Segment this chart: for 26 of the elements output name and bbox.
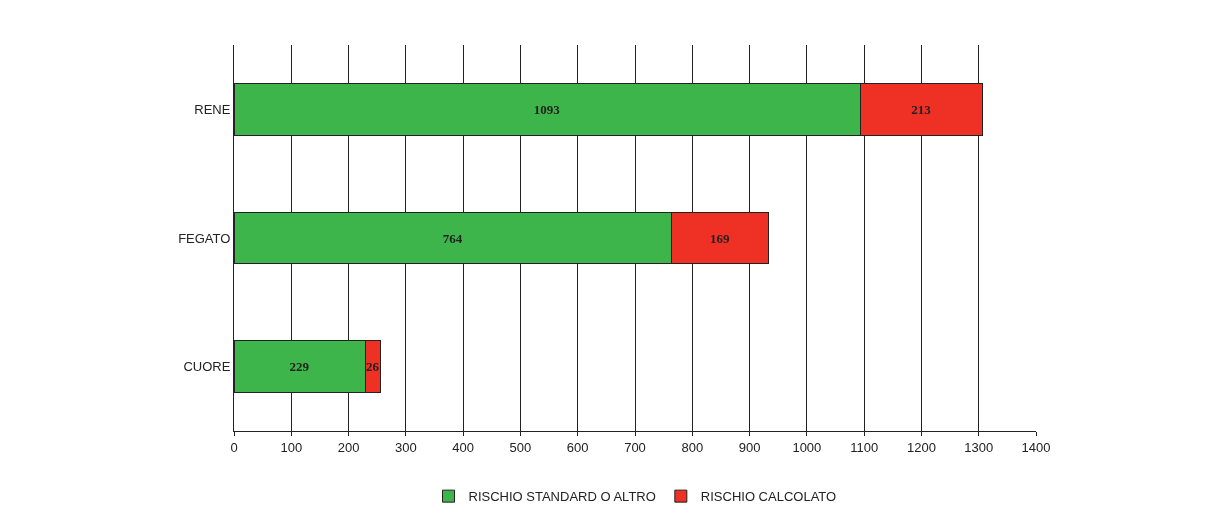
legend-label: RISCHIO CALCOLATO [700,489,837,505]
x-tick-label: 400 [452,439,474,455]
data-label: 229 [289,359,310,375]
x-tick-label: 600 [566,439,589,455]
x-tick-label: 500 [509,439,532,455]
x-tick-label: 200 [337,439,360,455]
data-label: 764 [442,230,463,246]
y-tick-label: RENE [194,101,231,117]
x-tick-label: 100 [280,439,303,455]
legend-label: RISCHIO STANDARD O ALTRO [468,489,656,505]
y-tick-label: FEGATO [178,230,231,246]
x-tick-label: 1200 [906,439,936,455]
x-tick-label: 700 [624,439,646,455]
data-label: 213 [911,101,932,117]
data-label: 1093 [533,101,561,117]
x-tick-label: 1000 [792,439,822,455]
x-tick-label: 1100 [850,439,879,455]
data-label: 169 [710,230,731,246]
y-tick-label: CUORE [183,359,231,375]
x-tick-label: 1300 [964,439,994,455]
x-tick-label: 300 [395,439,417,455]
x-tick-label: 0 [230,439,238,455]
data-label: 26 [365,359,380,375]
x-tick-label: 900 [738,439,761,455]
x-tick-label: 800 [681,439,704,455]
x-tick-label: 1400 [1021,439,1051,455]
